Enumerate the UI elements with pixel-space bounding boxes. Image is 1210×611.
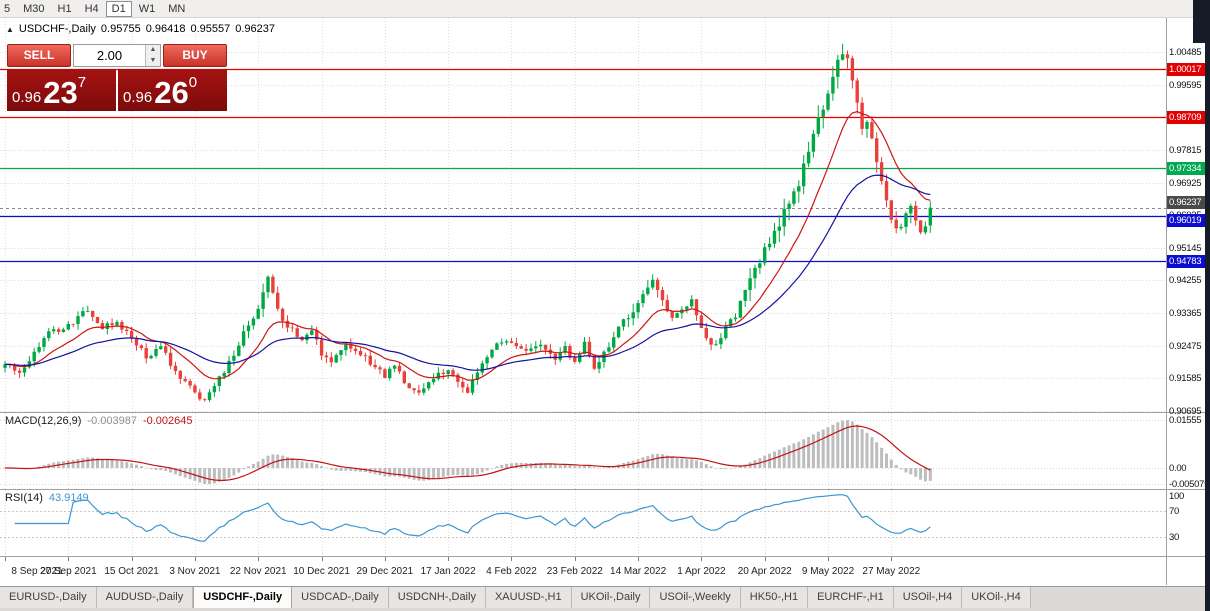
timeframe-button-m30[interactable]: M30 xyxy=(23,2,45,15)
buy-price-display[interactable]: 0.96 26 0 xyxy=(118,69,227,111)
volume-down-icon[interactable]: ▼ xyxy=(149,56,157,64)
buy-price-big: 26 xyxy=(154,75,189,110)
timeframe-button-d1[interactable]: D1 xyxy=(105,0,132,17)
ohlc-close: 0.96237 xyxy=(235,23,275,35)
one-click-collapse-icon[interactable]: ▲ xyxy=(6,24,14,34)
timeframe-button-h1[interactable]: H1 xyxy=(57,2,72,15)
chart-symbol-period: USDCHF-,Daily xyxy=(18,23,96,35)
chart-tab-ukoil-daily[interactable]: UKOil-,Daily xyxy=(571,587,651,608)
ohlc-low: 0.95557 xyxy=(190,23,231,35)
date-ticks xyxy=(5,557,892,561)
macd-signal-value: -0.002645 xyxy=(142,415,193,427)
volume-input[interactable]: 2.00 ▲ ▼ xyxy=(73,44,161,67)
rsi-indicator-label: RSI(14) 43.9149 xyxy=(5,492,89,504)
ohlc-high: 0.96418 xyxy=(145,23,186,35)
chart-tab-usoil-h4[interactable]: USOil-,H4 xyxy=(893,587,963,608)
buy-button[interactable]: BUY xyxy=(163,44,227,67)
chart-tab-xauusd-h1[interactable]: XAUUSD-,H1 xyxy=(485,587,572,608)
chart-tab-eurusd-daily[interactable]: EURUSD-,Daily xyxy=(0,587,97,608)
timeframe-button-5[interactable]: 5 xyxy=(4,2,11,15)
chart-tab-bar: EURUSD-,Daily AUDUSD-,Daily USDCHF-,Daily U… xyxy=(0,586,1210,611)
sell-price-sup: 7 xyxy=(77,74,87,91)
chart-tab-eurchf-h1[interactable]: EURCHF-,H1 xyxy=(808,587,894,608)
volume-up-icon[interactable]: ▲ xyxy=(149,46,157,53)
chart-tab-usoil-weekly[interactable]: USOil-,Weekly xyxy=(650,587,741,608)
timeframe-toolbar: 5 M30 H1 H4 D1 W1 MN xyxy=(0,0,1210,18)
volume-value: 2.00 xyxy=(96,48,123,63)
rsi-name: RSI(14) xyxy=(5,492,43,504)
one-click-trading-panel: SELL 2.00 ▲ ▼ BUY 0.96 23 7 0.96 26 0 xyxy=(7,44,227,111)
sell-price-display[interactable]: 0.96 23 7 xyxy=(7,69,116,111)
macd-name: MACD(12,26,9) xyxy=(5,415,82,427)
chart-tab-usdchf-daily[interactable]: USDCHF-,Daily xyxy=(193,587,293,608)
timeframe-button-w1[interactable]: W1 xyxy=(138,2,156,15)
chart-tab-ukoil-h4[interactable]: UKOil-,H4 xyxy=(962,587,1031,608)
chart-tab-usdcnh-daily[interactable]: USDCNH-,Daily xyxy=(388,587,486,608)
ma-34-line xyxy=(5,174,931,371)
chart-tab-hk50-h1[interactable]: HK50-,H1 xyxy=(740,587,809,608)
sell-price-prefix: 0.96 xyxy=(12,89,42,106)
sell-button[interactable]: SELL xyxy=(7,44,71,67)
window-edge xyxy=(1205,0,1210,611)
timeframe-button-h4[interactable]: H4 xyxy=(84,2,99,15)
rsi-value: 43.9149 xyxy=(48,492,89,504)
ohlc-open: 0.95755 xyxy=(100,23,141,35)
buy-price-prefix: 0.96 xyxy=(123,89,153,106)
chart-tab-audusd-daily[interactable]: AUDUSD-,Daily xyxy=(96,587,194,608)
macd-main-value: -0.003987 xyxy=(87,415,137,427)
macd-signal-line xyxy=(5,425,931,481)
chart-tab-usdcad-daily[interactable]: USDCAD-,Daily xyxy=(292,587,389,608)
sell-price-big: 23 xyxy=(43,75,78,110)
buy-price-sup: 0 xyxy=(188,74,198,91)
chart-ohlc-header: ▲ USDCHF-,Daily 0.95755 0.96418 0.95557 … xyxy=(6,23,275,35)
rsi-line xyxy=(14,494,931,542)
macd-indicator-label: MACD(12,26,9) -0.003987 -0.002645 xyxy=(5,415,193,427)
pane-separators[interactable] xyxy=(0,18,1205,585)
volume-spinner[interactable]: ▲ ▼ xyxy=(145,45,160,66)
timeframe-button-mn[interactable]: MN xyxy=(168,2,186,15)
